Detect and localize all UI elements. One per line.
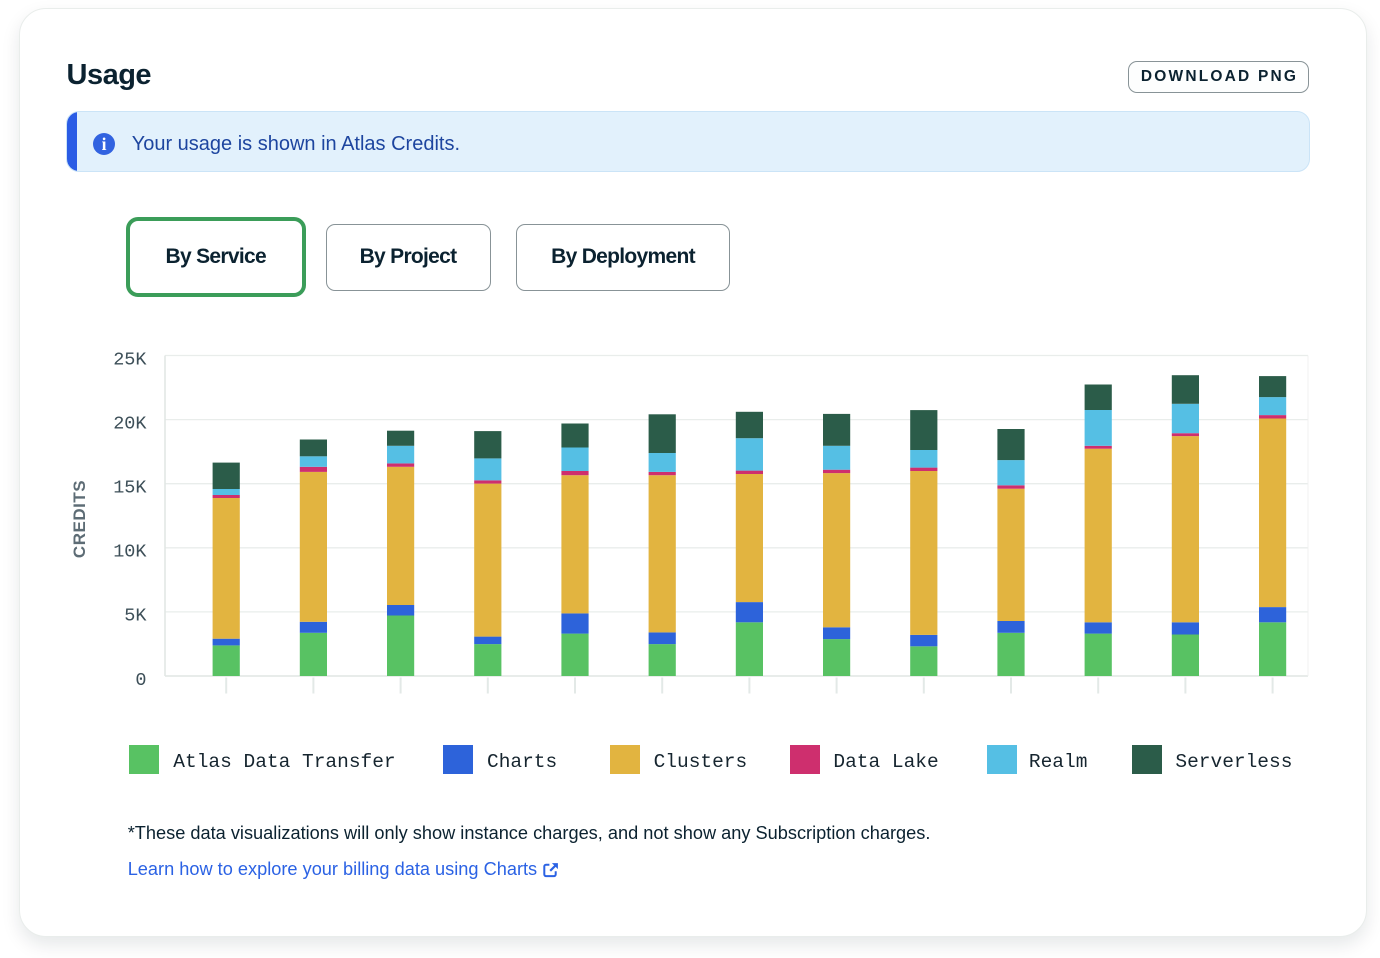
svg-text:i: i — [101, 134, 106, 154]
